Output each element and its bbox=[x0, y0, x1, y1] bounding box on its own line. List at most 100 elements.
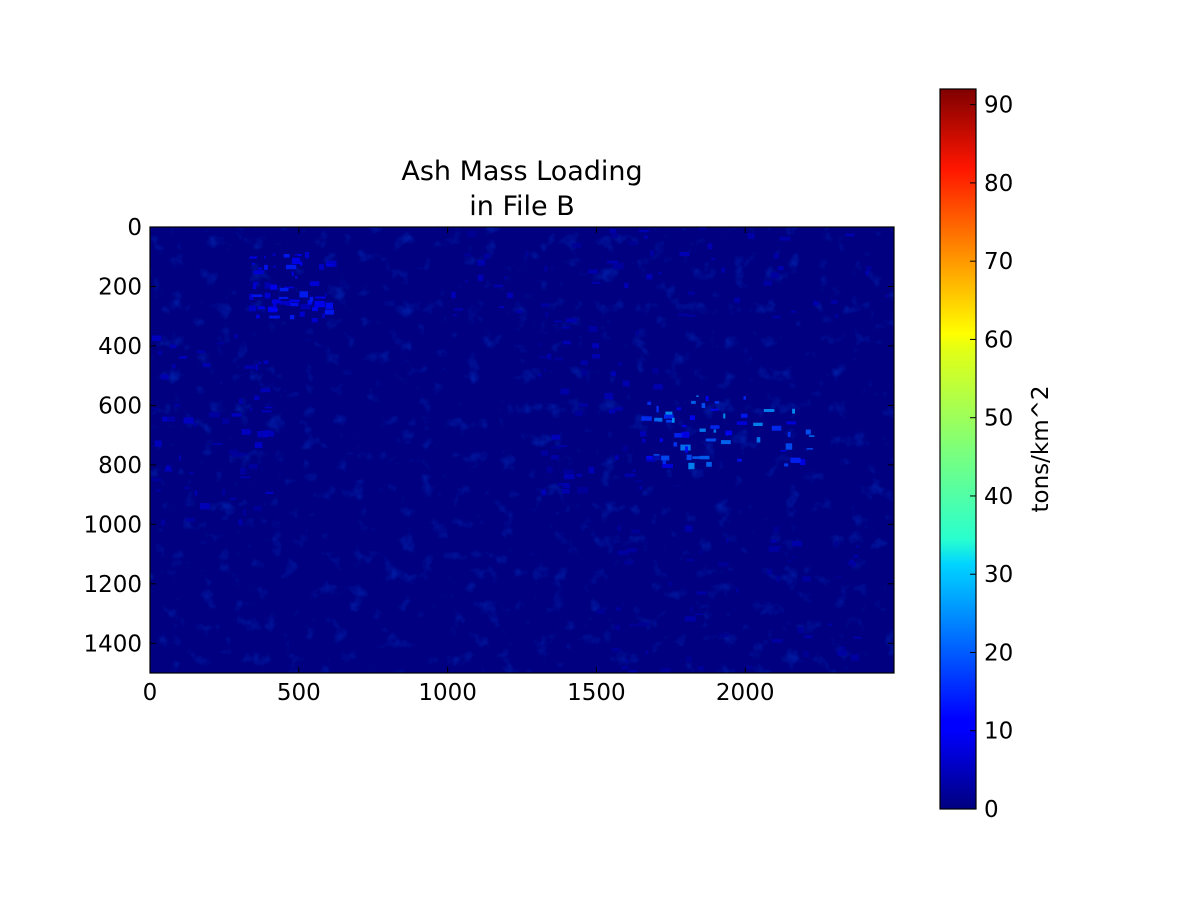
heatmap-cell bbox=[831, 300, 838, 304]
heatmap-cell bbox=[696, 591, 706, 595]
heatmap-cell bbox=[322, 313, 326, 319]
heatmap-cell bbox=[699, 428, 706, 432]
heatmap-cell bbox=[228, 449, 239, 454]
heatmap-cell bbox=[544, 369, 547, 371]
heatmap-cell bbox=[208, 412, 220, 418]
heatmap-cell bbox=[711, 258, 715, 260]
y-tick-label: 0 bbox=[127, 215, 142, 241]
heatmap-cell bbox=[156, 489, 161, 492]
heatmap-cell bbox=[256, 314, 260, 319]
heatmap-cell bbox=[865, 270, 869, 276]
heatmap-cell bbox=[813, 301, 819, 306]
heatmap-cell bbox=[770, 539, 777, 543]
heatmap-cell bbox=[763, 280, 772, 286]
heatmap-cell bbox=[685, 446, 688, 453]
heatmap-cell bbox=[684, 616, 696, 622]
heatmap-cell bbox=[770, 272, 779, 279]
heatmap-cell bbox=[617, 550, 629, 556]
heatmap-cell bbox=[255, 364, 258, 371]
heatmap-cell bbox=[279, 287, 289, 292]
heatmap-cell bbox=[238, 453, 247, 456]
heatmap-cell bbox=[787, 431, 791, 438]
y-tick-label: 800 bbox=[98, 453, 142, 479]
heatmap-cell bbox=[554, 320, 562, 323]
heatmap-cell bbox=[614, 407, 623, 411]
heatmap-cell bbox=[537, 374, 542, 377]
heatmap-cell bbox=[773, 526, 780, 533]
heatmap-cell bbox=[172, 364, 176, 369]
colorbar-tick-label: 30 bbox=[984, 562, 1013, 588]
highlight-layer bbox=[151, 227, 889, 673]
heatmap-cell bbox=[465, 280, 468, 282]
heatmap-cell bbox=[641, 416, 652, 421]
heatmap-cell bbox=[295, 276, 298, 279]
heatmap-cell bbox=[652, 367, 659, 374]
heatmap-cell bbox=[561, 326, 571, 329]
heatmap-cell bbox=[273, 265, 277, 268]
heatmap-cell bbox=[628, 670, 637, 673]
x-tick-label: 2000 bbox=[716, 680, 775, 706]
heatmap-cell bbox=[721, 267, 725, 273]
heatmap-cell bbox=[507, 292, 513, 299]
heatmap-cell bbox=[629, 623, 639, 627]
heatmap-cell bbox=[674, 433, 683, 438]
heatmap-cell bbox=[166, 416, 175, 422]
heatmap-cell bbox=[772, 639, 783, 643]
y-tick-label: 200 bbox=[98, 274, 142, 300]
heatmap-cell bbox=[194, 490, 198, 496]
x-tick-label: 1000 bbox=[418, 680, 477, 706]
heatmap-cell bbox=[312, 307, 318, 312]
heatmap-cell bbox=[684, 525, 693, 532]
heatmap-cell bbox=[170, 344, 177, 349]
heatmap-cell bbox=[289, 299, 300, 303]
heatmap-cell bbox=[493, 284, 504, 288]
heatmap-cell bbox=[855, 545, 860, 548]
heatmap-cell bbox=[726, 539, 729, 543]
heatmap-cell bbox=[847, 561, 856, 565]
heatmap-cell bbox=[153, 479, 160, 482]
heatmap-cell bbox=[635, 480, 643, 483]
heatmap-cell bbox=[151, 478, 162, 481]
heatmap-cell bbox=[261, 410, 272, 413]
heatmap-cell bbox=[622, 380, 630, 387]
heatmap-cell bbox=[756, 437, 761, 443]
y-tick-label: 400 bbox=[98, 334, 142, 360]
heatmap-cell bbox=[635, 330, 640, 336]
heatmap-cell bbox=[853, 554, 859, 558]
heatmap-cell bbox=[792, 541, 802, 547]
heatmap-cell bbox=[309, 281, 320, 286]
plot-frame bbox=[149, 226, 895, 674]
heatmap-cell bbox=[660, 455, 670, 461]
heatmap-cell bbox=[263, 360, 269, 364]
heatmap-cell bbox=[780, 450, 787, 452]
heatmap-cell bbox=[254, 442, 263, 448]
heatmap-cell bbox=[718, 561, 729, 567]
heatmap-cell bbox=[753, 422, 763, 426]
heatmap-cell bbox=[562, 489, 570, 494]
heatmap-cell bbox=[285, 303, 290, 306]
heatmap-cell bbox=[280, 301, 292, 305]
heatmap-cell bbox=[834, 541, 838, 547]
heatmap-cell bbox=[537, 343, 541, 346]
heatmap-cell bbox=[270, 284, 278, 290]
heatmap-cell bbox=[786, 421, 796, 425]
heatmap-cell bbox=[676, 407, 682, 411]
heatmap-cell bbox=[624, 473, 636, 478]
heatmap-cell bbox=[787, 560, 792, 563]
heatmap-cell bbox=[298, 254, 302, 257]
heatmap-cell bbox=[699, 455, 710, 460]
heatmap-cell bbox=[737, 458, 742, 462]
heatmap-cell bbox=[611, 233, 618, 238]
heatmap-cell bbox=[654, 421, 658, 424]
heatmap-cell bbox=[647, 401, 652, 405]
heatmap-cell bbox=[454, 308, 464, 312]
heatmap-cell bbox=[628, 240, 638, 246]
heatmap-cell bbox=[743, 396, 746, 400]
heatmap-cell bbox=[239, 476, 251, 479]
colorbar-tick-label: 0 bbox=[984, 797, 999, 823]
heatmap-cell bbox=[253, 270, 264, 275]
heatmap-cell bbox=[866, 266, 872, 271]
heatmap-cell bbox=[196, 350, 205, 353]
heatmap-cell bbox=[631, 529, 640, 534]
heatmap-cell bbox=[162, 416, 167, 422]
